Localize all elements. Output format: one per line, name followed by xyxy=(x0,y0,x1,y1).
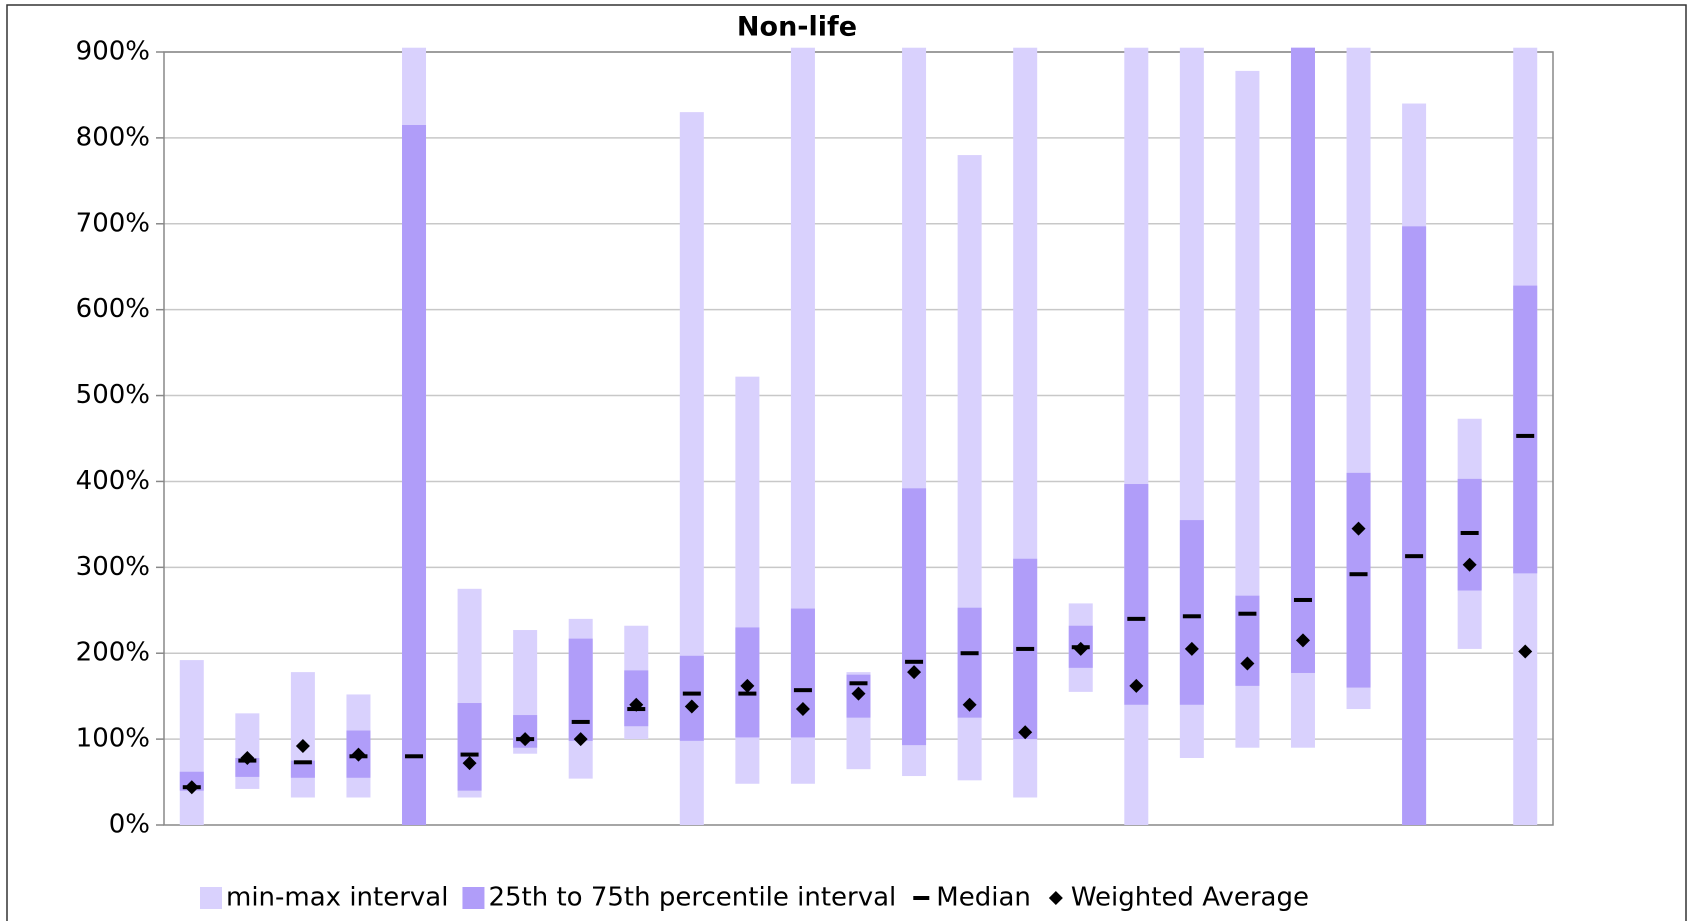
median-mark xyxy=(682,691,701,696)
weighted-average-mark xyxy=(1073,641,1088,656)
range-bar xyxy=(457,703,482,791)
range-bar xyxy=(679,655,704,741)
y-tick-label: 100% xyxy=(76,724,150,754)
y-tick-label: 700% xyxy=(76,208,150,238)
legend-swatch xyxy=(200,887,222,909)
legend-label: Median xyxy=(936,883,1031,913)
median-mark xyxy=(960,651,979,656)
range-bar xyxy=(1124,47,1149,825)
range-bar xyxy=(1235,595,1260,686)
weighted-average-mark xyxy=(1240,656,1255,671)
chart-border xyxy=(6,4,1687,921)
median-mark xyxy=(293,760,312,765)
range-bar xyxy=(568,638,593,741)
y-tick-label: 900% xyxy=(76,37,150,67)
median-mark xyxy=(1182,614,1201,619)
range-bar xyxy=(290,672,315,798)
y-tick-label: 600% xyxy=(76,294,150,324)
median-mark xyxy=(1349,572,1368,577)
weighted-average-mark xyxy=(184,780,199,795)
median-mark xyxy=(1293,597,1312,602)
y-tick-label: 800% xyxy=(76,122,150,152)
weighted-average-mark xyxy=(1462,557,1477,572)
weighted-average-mark xyxy=(795,702,810,717)
median-mark xyxy=(460,752,479,757)
range-bar xyxy=(1402,226,1427,826)
weighted-average-mark xyxy=(1295,633,1310,648)
y-tick-label: 300% xyxy=(76,552,150,582)
range-bar xyxy=(790,608,815,738)
weighted-average-mark xyxy=(1518,644,1533,659)
y-tick-label: 400% xyxy=(76,466,150,496)
weighted-average-mark xyxy=(740,678,755,693)
legend-label: min-max interval xyxy=(226,883,448,913)
weighted-average-mark xyxy=(351,747,366,762)
legend-swatch xyxy=(462,887,485,909)
weighted-average-mark xyxy=(295,738,310,753)
median-mark xyxy=(1127,616,1146,621)
weighted-average-mark xyxy=(962,697,977,712)
weighted-average-mark xyxy=(1129,678,1144,693)
weighted-average-mark xyxy=(1351,521,1366,536)
median-mark xyxy=(571,719,590,724)
legend-swatch xyxy=(1048,891,1063,905)
legend-swatch xyxy=(913,896,930,900)
plot-border xyxy=(163,51,1554,826)
range-bar xyxy=(1124,484,1149,705)
range-bar xyxy=(1346,472,1371,688)
range-bar xyxy=(1290,47,1315,673)
y-tick-label: 500% xyxy=(76,380,150,410)
median-mark xyxy=(405,754,424,759)
median-mark xyxy=(738,691,757,696)
range-bar xyxy=(902,488,927,746)
y-tick-label: 200% xyxy=(76,638,150,668)
median-mark xyxy=(1460,530,1479,535)
median-mark xyxy=(793,688,812,693)
weighted-average-mark xyxy=(240,751,255,766)
y-tick-label: 0% xyxy=(109,810,150,840)
weighted-average-mark xyxy=(518,732,533,747)
weighted-average-mark xyxy=(629,697,644,712)
range-bar xyxy=(1513,285,1538,574)
range-bar xyxy=(235,758,260,777)
median-mark xyxy=(1516,433,1535,438)
median-mark xyxy=(1238,611,1257,616)
range-bar xyxy=(1179,520,1204,705)
legend-label: Weighted Average xyxy=(1071,883,1309,913)
median-mark xyxy=(1016,646,1035,651)
weighted-average-mark xyxy=(907,665,922,680)
range-bar xyxy=(179,660,204,825)
median-mark xyxy=(849,681,868,686)
weighted-average-mark xyxy=(573,732,588,747)
weighted-average-mark xyxy=(684,699,699,714)
weighted-average-mark xyxy=(1018,725,1033,740)
legend-label: 25th to 75th percentile interval xyxy=(488,883,896,913)
weighted-average-mark xyxy=(462,756,477,771)
weighted-average-mark xyxy=(851,686,866,701)
chart-title: Non-life xyxy=(737,12,857,43)
range-bar xyxy=(402,125,427,825)
median-mark xyxy=(905,659,924,664)
weighted-average-mark xyxy=(1184,641,1199,656)
median-mark xyxy=(1405,554,1424,559)
range-bar xyxy=(290,760,315,778)
